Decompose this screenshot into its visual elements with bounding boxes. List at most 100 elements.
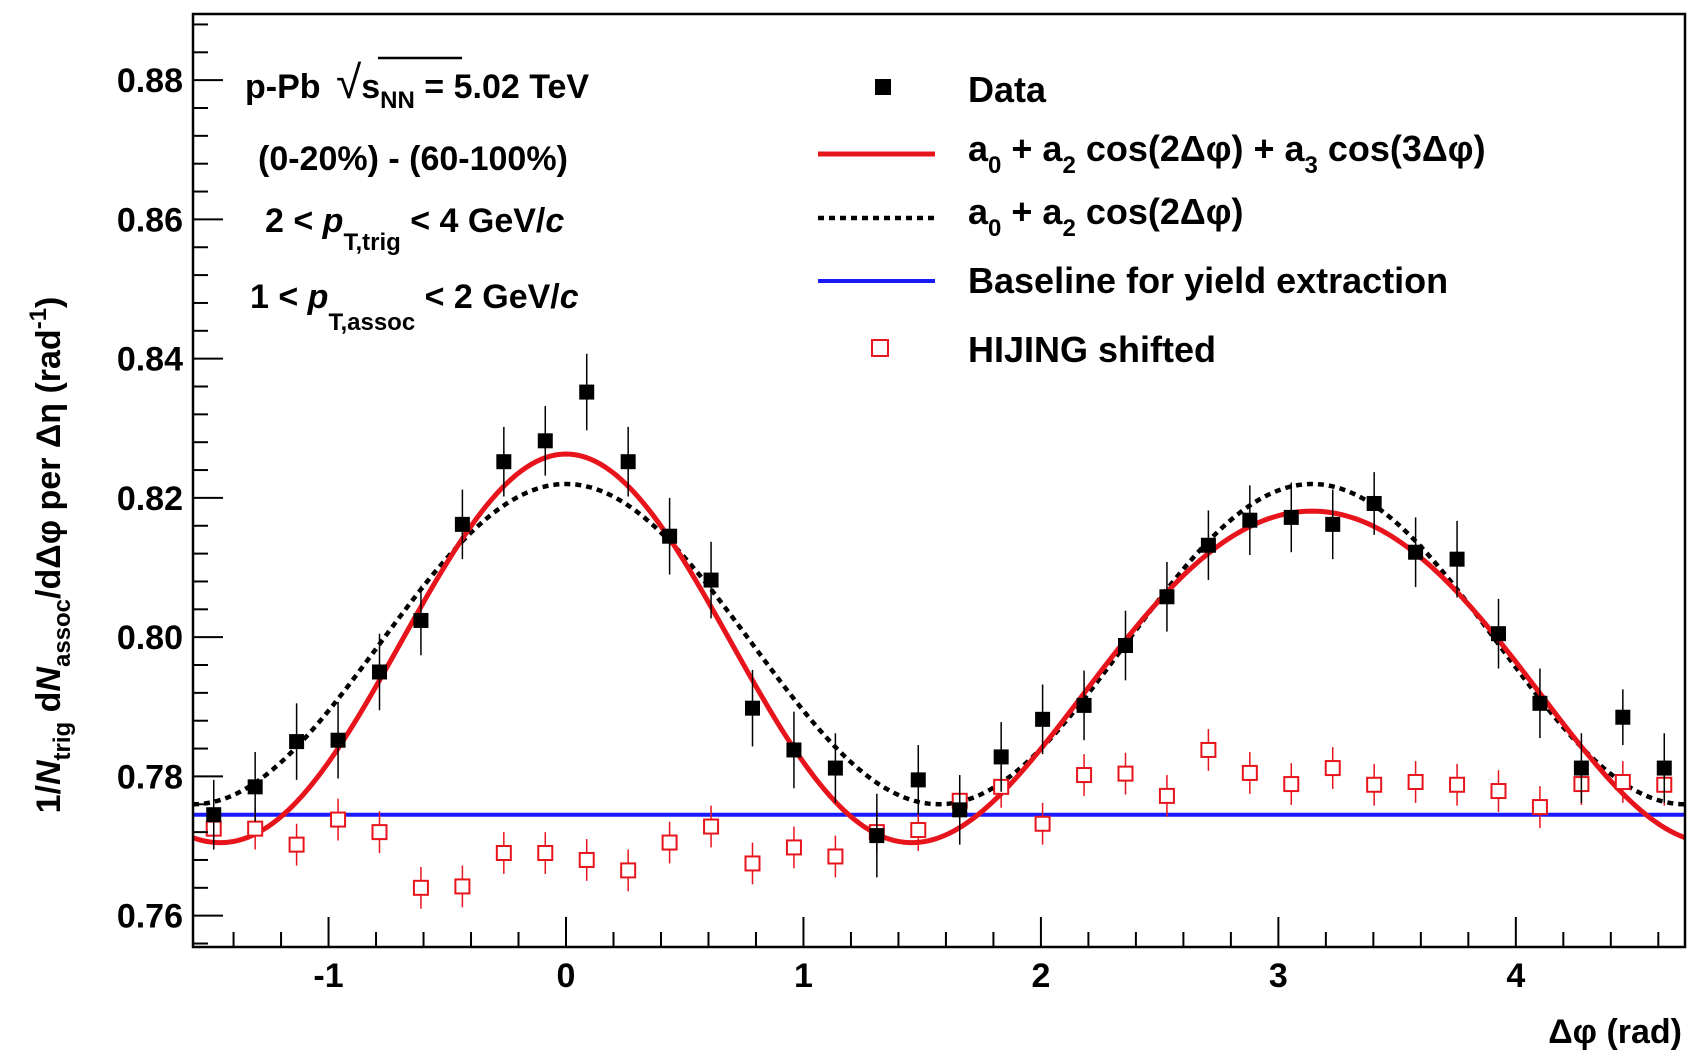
data-point: [496, 454, 512, 470]
legend: Data a0 + a2 cos(2Δφ) + a3 cos(3Δφ) a0 +…: [818, 69, 1486, 370]
data-point: [1325, 516, 1341, 532]
annotation-energy-sub: NN: [380, 87, 415, 114]
annotation-trig-right: < 4 GeV/: [401, 202, 546, 240]
data-point: [827, 760, 843, 776]
annotation-assoc: 1 < pT,assoc < 2 GeV/c: [250, 278, 579, 336]
hijing-point: [1324, 760, 1341, 777]
annotation-energy-value: = 5.02 TeV: [415, 68, 590, 106]
hijing-point: [578, 851, 595, 868]
data-point: [1573, 760, 1589, 776]
data-point: [247, 779, 263, 795]
legend-marker-data: [875, 79, 891, 95]
data-point: [1449, 551, 1465, 567]
legend-marker-hijing: [871, 339, 889, 357]
hijing-point: [288, 836, 305, 853]
data-point: [330, 732, 346, 748]
hijing-point: [1117, 765, 1134, 782]
annotation-system: p-Pb: [245, 68, 321, 106]
hijing-point: [1241, 764, 1258, 781]
hijing-point: [247, 820, 264, 837]
data-point: [952, 802, 968, 818]
hijing-point: [330, 811, 347, 828]
curves-layer: [193, 451, 1685, 846]
data-point: [206, 807, 222, 823]
annotation-assoc-sub: T,assoc: [328, 309, 415, 336]
legend-label-baseline: Baseline for yield extraction: [968, 260, 1448, 301]
y-tick-label: 0.86: [117, 201, 183, 239]
y-title-n2: N: [30, 666, 68, 692]
x-tick-label: 3: [1269, 957, 1288, 995]
data-point: [579, 384, 595, 400]
y-title-mid: d: [30, 692, 68, 722]
data-point: [620, 454, 636, 470]
data-point: [454, 516, 470, 532]
hijing-point: [495, 845, 512, 862]
data-point: [1159, 589, 1175, 605]
fit-full-cos3: cos(3Δφ): [1318, 128, 1486, 169]
hijing-point: [1366, 776, 1383, 793]
data-point: [662, 528, 678, 544]
fit-v2-curve: [193, 481, 1685, 807]
hijing-point: [744, 855, 761, 872]
annotation-sqrt-symbol: √: [336, 56, 362, 108]
annotation-energy-s: s: [361, 68, 380, 106]
fit-full-cos2: cos(2Δφ) + a: [1076, 128, 1306, 169]
annotation-assoc-c: c: [560, 278, 579, 316]
hijing-point: [1076, 767, 1093, 784]
fit-full-mid: + a: [1001, 128, 1063, 169]
data-point: [1615, 709, 1631, 725]
hijing-point: [703, 818, 720, 835]
y-title-sub1: trig: [49, 722, 76, 761]
hijing-point: [785, 839, 802, 856]
annotation-assoc-p: p: [307, 278, 329, 316]
y-tick-label: 0.82: [117, 480, 183, 518]
annotation-centrality: (0-20%) - (60-100%): [258, 140, 568, 178]
hijing-point: [620, 862, 637, 879]
x-tick-label: 0: [557, 957, 576, 995]
fit-full-s0: 0: [988, 152, 1001, 179]
axes-layer: -1 0 1 2 3 4 0.76 0.78 0.80 0.82 0.84 0.86 0.88: [117, 23, 1660, 995]
hijing-point: [1034, 815, 1051, 832]
data-point: [869, 828, 885, 844]
x-axis-title: Δφ (rad): [1548, 1013, 1682, 1051]
x-tick-label: 2: [1031, 957, 1050, 995]
plot-frame: [191, 12, 1687, 949]
fit-v2-s0: 0: [988, 215, 1001, 242]
hijing-point: [1449, 776, 1466, 793]
fit-v2-mid: + a: [1001, 191, 1063, 232]
y-title-rest: /dΔφ per Δη (rad: [30, 329, 68, 599]
data-point: [1076, 697, 1092, 713]
data-point: [413, 612, 429, 628]
y-tick-label: 0.80: [117, 619, 183, 657]
y-title-prefix: 1/: [30, 784, 68, 813]
hijing-point: [827, 848, 844, 865]
fit-v2-s2: 2: [1062, 215, 1075, 242]
hijing-point: [661, 834, 678, 851]
data-point: [703, 572, 719, 588]
fit-full-s2: 2: [1062, 152, 1075, 179]
hijing-point: [1531, 799, 1548, 816]
data-point: [1200, 537, 1216, 553]
hijing-point: [910, 822, 927, 839]
hijing-point: [1490, 783, 1507, 800]
data-point: [786, 742, 802, 758]
fit-full-curve: [193, 451, 1685, 846]
hijing-point: [1614, 773, 1631, 790]
annotation-assoc-left: 1 <: [250, 278, 308, 316]
annotation-trig-p: p: [322, 202, 344, 240]
fit-v2-a0: a: [968, 191, 989, 232]
annotation-trig: 2 < pT,trig < 4 GeV/c: [265, 202, 564, 256]
fit-full-s3: 3: [1305, 152, 1318, 179]
x-tick-label: -1: [313, 957, 343, 995]
data-point: [745, 700, 760, 716]
annotation-trig-left: 2 <: [265, 202, 323, 240]
annotation-trig-c: c: [545, 202, 564, 240]
y-title-sup: -1: [25, 308, 52, 329]
annotation-trig-sub: T,trig: [343, 229, 400, 256]
data-point: [1283, 509, 1299, 525]
hijing-point: [412, 879, 429, 896]
annotation-energy: p-Pb √sNN = 5.02 TeV: [245, 56, 589, 114]
hijing-point: [537, 845, 554, 862]
data-point: [993, 749, 1009, 765]
